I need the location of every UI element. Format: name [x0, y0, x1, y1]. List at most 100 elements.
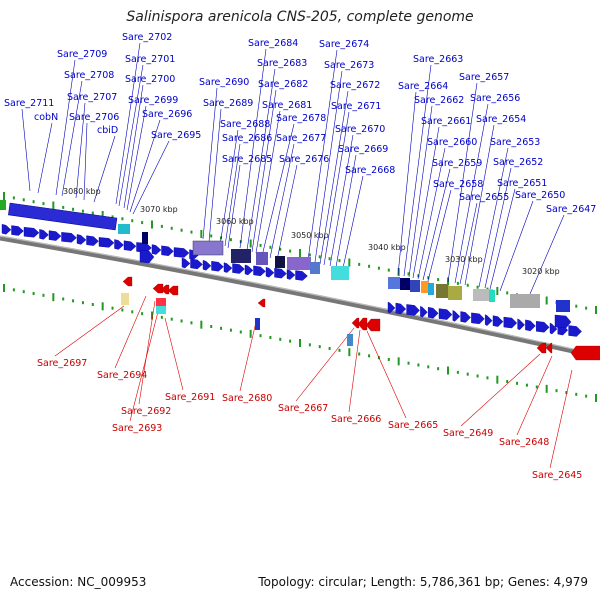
leader-line-reverse — [549, 369, 573, 469]
gene-label-forward: Sare_2668 — [345, 165, 395, 176]
gene-label-forward: Sare_2656 — [470, 93, 520, 104]
leader-line-forward — [397, 91, 417, 276]
gene-block — [388, 277, 400, 289]
gene-label-forward: Sare_2682 — [258, 79, 308, 90]
leader-line-forward — [412, 126, 440, 279]
outer-tick — [466, 283, 469, 287]
gene-label-reverse: Sare_2649 — [443, 428, 493, 439]
leader-line-forward — [123, 84, 144, 209]
leader-line-forward — [129, 119, 161, 213]
leader-line-forward — [261, 123, 295, 257]
forward-gene-arrow — [274, 267, 287, 279]
leader-line-forward — [323, 111, 350, 266]
inner-tick — [160, 315, 163, 319]
leader-line-forward — [403, 64, 432, 277]
forward-gene-arrow — [151, 244, 162, 255]
forward-gene-arrow — [253, 265, 266, 277]
gene-label-forward: Sare_2671 — [331, 101, 381, 112]
gene-label-forward: Sare_2683 — [257, 58, 307, 69]
forward-gene-arrow — [244, 264, 254, 276]
inner-tick — [190, 321, 193, 325]
outer-tick — [52, 201, 55, 210]
leader-line-forward — [489, 188, 516, 290]
leader-line-forward — [427, 189, 452, 282]
gene-block — [473, 289, 493, 301]
outer-tick — [91, 211, 94, 215]
gene-block — [192, 240, 224, 256]
outer-tick — [12, 196, 15, 200]
gene-label-reverse: Sare_2693 — [112, 423, 162, 434]
outer-tick — [496, 287, 499, 295]
inner-tick — [141, 312, 144, 316]
outer-tick — [328, 257, 331, 261]
kbp-label: 3040 kbp — [368, 243, 406, 252]
gene-block — [255, 318, 260, 330]
forward-gene-arrow — [503, 316, 518, 329]
gene-label-forward: Sare_2711 — [4, 98, 54, 109]
outer-tick — [229, 238, 232, 242]
outer-tick — [200, 230, 203, 238]
inner-tick — [486, 376, 489, 380]
gene-label-reverse: Sare_2665 — [388, 420, 438, 431]
gene-label-forward: Sare_2661 — [421, 116, 471, 127]
forward-gene-arrow — [549, 322, 558, 335]
forward-gene-arrow — [48, 230, 62, 241]
genome-backbone — [0, 235, 600, 360]
outer-tick — [575, 304, 578, 308]
leader-line-forward — [132, 140, 170, 215]
gene-label-forward: Sare_2709 — [57, 49, 107, 60]
gene-block — [231, 249, 251, 263]
outer-tick — [32, 200, 35, 204]
leader-line-forward — [422, 168, 451, 281]
gene-label-forward: cobN — [34, 112, 58, 123]
inner-tick — [447, 366, 449, 375]
gene-block — [556, 300, 570, 312]
outer-tick — [81, 209, 84, 213]
forward-gene-arrow — [286, 269, 296, 280]
gene-block — [331, 266, 349, 280]
kbp-label: 3060 kbp — [216, 217, 254, 226]
outer-tick — [42, 202, 45, 206]
gene-label-forward: Sare_2674 — [319, 39, 369, 50]
gene-label-reverse: Sare_2667 — [278, 403, 328, 414]
forward-gene-arrow — [123, 240, 137, 251]
inner-tick — [318, 345, 321, 349]
outer-tick — [72, 207, 75, 211]
gene-block — [489, 290, 495, 302]
outer-tick — [407, 272, 410, 276]
gene-label-forward: Sare_2650 — [515, 190, 565, 201]
outer-tick — [358, 262, 361, 266]
reverse-gene-arrow — [545, 342, 553, 354]
gene-label-forward: Sare_2690 — [199, 77, 249, 88]
outer-tick — [190, 230, 193, 234]
leader-line-forward — [93, 135, 116, 203]
gene-label-forward: Sare_2696 — [142, 109, 192, 120]
kbp-label: 3070 kbp — [140, 205, 178, 214]
inner-tick — [210, 325, 213, 328]
inner-tick — [12, 288, 15, 292]
genome-info-label: Topology: circular; Length: 5,786,361 bp… — [258, 575, 588, 589]
gene-label-forward: Sare_2677 — [276, 133, 326, 144]
kbp-label: 3030 kbp — [445, 255, 483, 264]
inner-tick — [170, 317, 173, 321]
inner-tick — [299, 339, 301, 347]
leader-line-reverse — [516, 355, 553, 436]
forward-gene-arrow — [295, 270, 308, 281]
inner-tick — [151, 311, 153, 320]
forward-gene-arrow — [406, 304, 420, 316]
gene-label-forward: Sare_2684 — [248, 38, 298, 49]
leader-line-reverse — [239, 321, 257, 392]
forward-gene-arrow — [428, 306, 439, 319]
inner-tick — [269, 336, 272, 339]
inner-tick — [506, 380, 509, 383]
gene-block — [510, 294, 540, 308]
leader-line-forward — [61, 80, 83, 197]
forward-gene-arrow — [492, 315, 504, 327]
gene-label-forward: Sare_2688 — [220, 119, 270, 130]
leader-line-forward — [447, 82, 478, 283]
outer-tick — [101, 211, 104, 219]
reverse-gene-arrow — [257, 298, 266, 308]
outer-tick — [141, 221, 144, 225]
outer-tick — [585, 306, 588, 310]
leader-line-forward — [255, 110, 281, 254]
